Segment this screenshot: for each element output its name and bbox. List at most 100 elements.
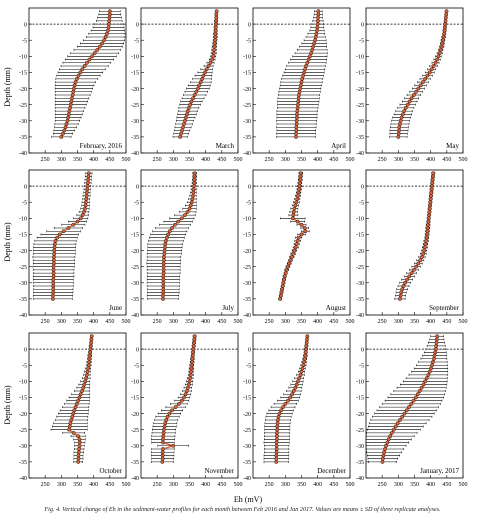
mean-point xyxy=(430,180,435,185)
mean-point xyxy=(399,115,404,120)
y-tick-label: -10 xyxy=(243,380,251,386)
mean-point xyxy=(298,372,303,377)
mean-point xyxy=(85,184,90,189)
x-tick-label: 350 xyxy=(410,319,419,325)
mean-point xyxy=(424,235,429,240)
mean-point xyxy=(201,73,206,78)
y-tick-label: -30 xyxy=(356,444,364,450)
mean-point xyxy=(70,93,75,97)
mean-point xyxy=(214,12,219,17)
mean-point xyxy=(183,118,187,123)
mean-point xyxy=(383,447,387,451)
mean-point xyxy=(309,51,314,56)
mean-point xyxy=(429,193,433,198)
mean-point xyxy=(433,347,438,352)
mean-line xyxy=(399,173,434,300)
y-tick-label: -30 xyxy=(243,119,251,125)
mean-point xyxy=(107,18,112,23)
mean-point xyxy=(433,60,438,65)
mean-point xyxy=(301,73,306,78)
mean-point xyxy=(84,193,89,198)
mean-point xyxy=(51,280,56,285)
y-tick-label: -20 xyxy=(356,412,364,418)
y-tick-label: -40 xyxy=(243,476,251,482)
mean-point xyxy=(192,171,197,176)
y-tick-label: 0 xyxy=(248,22,251,28)
mean-point xyxy=(61,229,66,234)
mean-point xyxy=(434,337,439,342)
mean-point xyxy=(295,112,299,117)
mean-point xyxy=(55,235,60,240)
y-tick-label: -25 xyxy=(356,103,364,109)
mean-point xyxy=(173,405,178,410)
mean-point xyxy=(395,421,400,426)
mean-point xyxy=(425,232,430,237)
x-tick-label: 300 xyxy=(281,319,290,325)
x-tick-label: 350 xyxy=(185,319,194,325)
mean-point xyxy=(431,356,436,361)
y-tick-label: -20 xyxy=(243,249,251,255)
mean-point xyxy=(192,334,197,339)
mean-point xyxy=(186,105,191,110)
mean-point xyxy=(196,86,200,91)
mean-point xyxy=(433,350,438,355)
y-tick-label: 0 xyxy=(361,22,364,28)
mean-point xyxy=(275,424,280,429)
x-tick-label: 400 xyxy=(426,482,435,488)
mean-point xyxy=(178,134,183,139)
x-tick-label: 250 xyxy=(265,319,274,325)
y-tick-label: -30 xyxy=(19,444,27,450)
y-tick-label: -25 xyxy=(19,428,27,434)
x-tick-label: 500 xyxy=(346,157,355,163)
mean-point xyxy=(189,99,194,104)
mean-point xyxy=(84,200,88,205)
mean-point xyxy=(190,356,195,361)
mean-point xyxy=(442,25,447,30)
y-tick-label: -5 xyxy=(22,38,27,44)
mean-point xyxy=(431,171,436,176)
mean-point xyxy=(51,287,56,292)
mean-point xyxy=(280,287,284,292)
mean-point xyxy=(167,229,172,234)
y-tick-label: -10 xyxy=(356,217,364,223)
mean-point xyxy=(52,251,57,256)
mean-point xyxy=(407,274,412,279)
mean-point xyxy=(161,284,166,288)
mean-point xyxy=(437,51,442,56)
mean-point xyxy=(161,287,166,292)
y-tick-label: -35 xyxy=(243,135,251,141)
y-tick-label: -15 xyxy=(19,396,27,402)
mean-point xyxy=(405,102,410,107)
mean-point xyxy=(279,290,284,295)
mean-point xyxy=(429,190,434,195)
mean-point xyxy=(213,38,217,43)
mean-point xyxy=(185,385,190,390)
panel-month-label: June xyxy=(109,304,122,312)
x-tick-label: 250 xyxy=(265,482,274,488)
mean-point xyxy=(296,235,301,240)
x-tick-label: 400 xyxy=(313,319,322,325)
mean-point xyxy=(214,15,219,20)
mean-point xyxy=(311,44,316,49)
panel-month-label: August xyxy=(326,304,346,312)
mean-point xyxy=(409,96,414,101)
mean-point xyxy=(161,277,166,282)
mean-point xyxy=(312,41,317,46)
mean-point xyxy=(284,267,289,272)
mean-point xyxy=(63,125,68,130)
y-tick-label: -15 xyxy=(131,396,139,402)
y-axis-label-middle: Depth (mm) xyxy=(3,222,12,262)
x-tick-label: 400 xyxy=(313,482,322,488)
y-tick-label: -35 xyxy=(243,297,251,303)
mean-point xyxy=(179,398,184,403)
mean-point xyxy=(398,293,403,298)
mean-point xyxy=(51,258,56,263)
mean-point xyxy=(161,280,166,285)
mean-point xyxy=(190,353,195,358)
mean-point xyxy=(67,109,72,114)
mean-point xyxy=(191,350,195,355)
y-tick-label: -20 xyxy=(356,249,364,255)
mean-point xyxy=(444,9,449,14)
mean-point xyxy=(72,83,77,88)
